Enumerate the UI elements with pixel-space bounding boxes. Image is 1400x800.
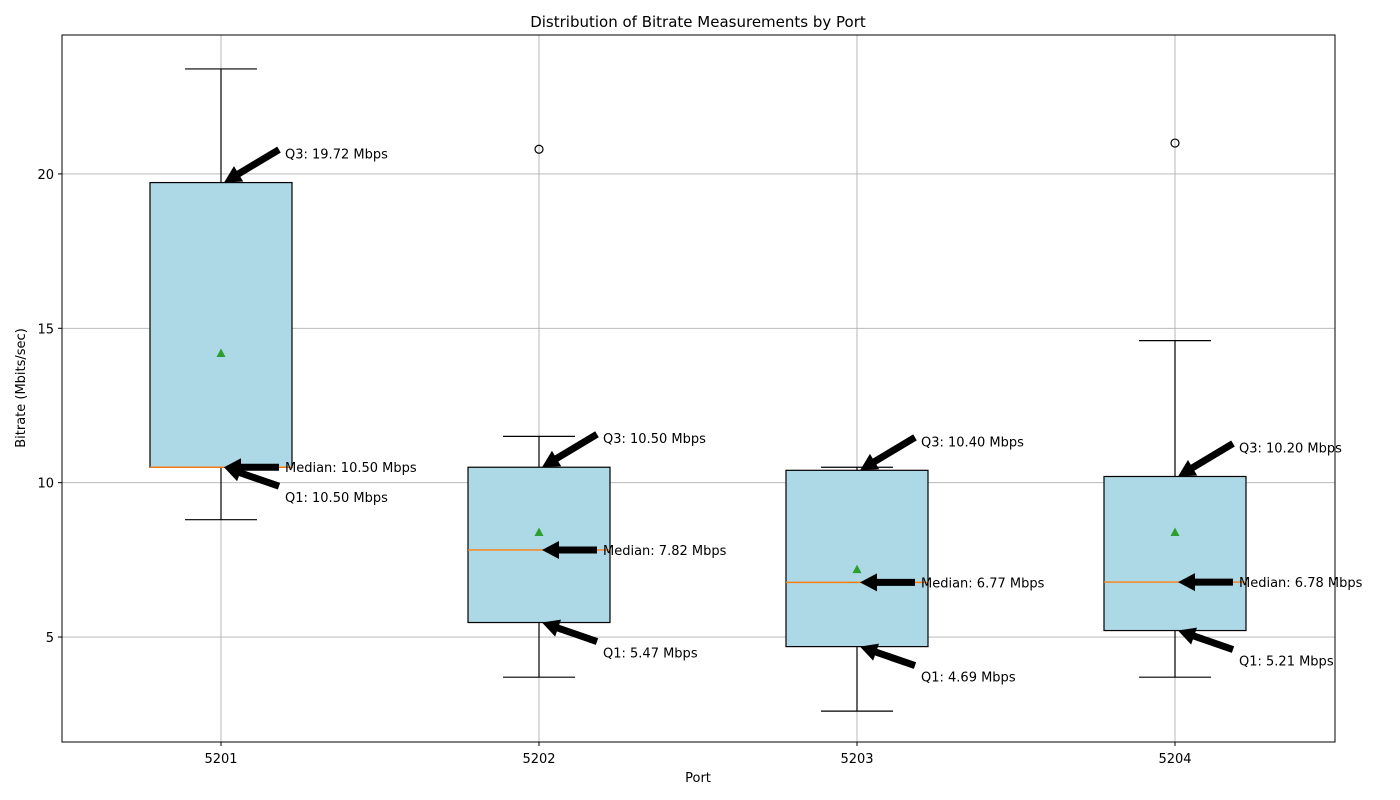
outlier-point <box>534 144 544 154</box>
q3-annotation: Q3: 19.72 Mbps <box>285 148 388 163</box>
y-tick-label: 5 <box>46 631 54 646</box>
q1-arrow <box>860 643 917 669</box>
median-annotation: Median: 6.77 Mbps <box>921 576 1045 591</box>
q3-annotation: Q3: 10.50 Mbps <box>603 432 706 447</box>
q1-arrow <box>224 464 281 490</box>
q1-annotation: Q1: 4.69 Mbps <box>921 671 1016 686</box>
arrow-head <box>224 464 244 482</box>
q3-arrow <box>542 431 599 468</box>
q3-annotation: Q3: 10.40 Mbps <box>921 435 1024 450</box>
q3-arrow <box>224 146 281 183</box>
outlier-point <box>1170 138 1180 148</box>
median-arrow <box>542 540 597 559</box>
arrow-shaft <box>871 434 917 466</box>
q1-annotation: Q1: 10.50 Mbps <box>285 491 388 506</box>
arrow-shaft <box>1191 632 1235 653</box>
arrow-shaft <box>237 468 281 490</box>
arrow-head <box>542 540 559 559</box>
iqr-box <box>149 181 293 468</box>
arrow-head <box>1178 627 1198 645</box>
y-tick-label: 10 <box>37 477 54 492</box>
q3-arrow <box>860 434 917 471</box>
x-axis-label: Port <box>685 771 711 786</box>
arrow-shaft <box>553 431 599 463</box>
plot-frame <box>61 34 1336 743</box>
iqr-box <box>467 466 611 624</box>
q1-arrow <box>542 619 599 645</box>
q3-arrow <box>1178 440 1235 477</box>
median-annotation: Median: 7.82 Mbps <box>603 544 727 559</box>
mean-marker <box>534 527 544 537</box>
mean-marker <box>852 564 862 574</box>
iqr-box <box>1103 475 1247 632</box>
x-tick-label: 5202 <box>522 752 555 767</box>
y-axis-label: Bitrate (Mbits/sec) <box>14 328 29 448</box>
arrow-head <box>1178 573 1195 592</box>
arrow-shaft <box>873 648 917 669</box>
q1-annotation: Q1: 5.21 Mbps <box>1239 655 1334 670</box>
q1-arrow <box>1178 627 1235 653</box>
arrow-shaft <box>555 624 599 645</box>
arrow-head <box>860 573 877 592</box>
y-tick-label: 20 <box>37 168 54 183</box>
arrow-head <box>542 619 562 637</box>
annotations: Q3: 19.72 Mbps Median: 10.50 Mbps Q1: 10.5… <box>224 146 1363 686</box>
x-tick-label: 5204 <box>1158 752 1191 767</box>
axis-ticks: 5 10 15 20 5201 5202 5203 5204 <box>37 168 1191 767</box>
x-tick-label: 5201 <box>204 752 237 767</box>
q1-annotation: Q1: 5.47 Mbps <box>603 647 698 662</box>
mean-marker <box>216 348 226 357</box>
q3-annotation: Q3: 10.20 Mbps <box>1239 441 1342 456</box>
arrow-head <box>860 453 880 471</box>
chart-title: Distribution of Bitrate Measurements by … <box>530 13 866 31</box>
median-annotation: Median: 6.78 Mbps <box>1239 576 1363 591</box>
arrow-shaft <box>235 146 281 178</box>
mean-marker <box>1170 527 1180 537</box>
x-tick-label: 5203 <box>840 752 873 767</box>
arrow-head <box>1178 460 1198 477</box>
arrow-head <box>224 166 244 183</box>
median-annotation: Median: 10.50 Mbps <box>285 461 417 476</box>
arrow-head <box>860 643 880 661</box>
arrow-shaft <box>1189 440 1235 472</box>
y-tick-label: 15 <box>37 322 54 337</box>
median-arrow <box>1178 573 1233 592</box>
median-arrow <box>860 573 915 592</box>
arrow-head <box>542 450 562 468</box>
iqr-box <box>785 469 929 648</box>
plot-area <box>149 68 1247 712</box>
